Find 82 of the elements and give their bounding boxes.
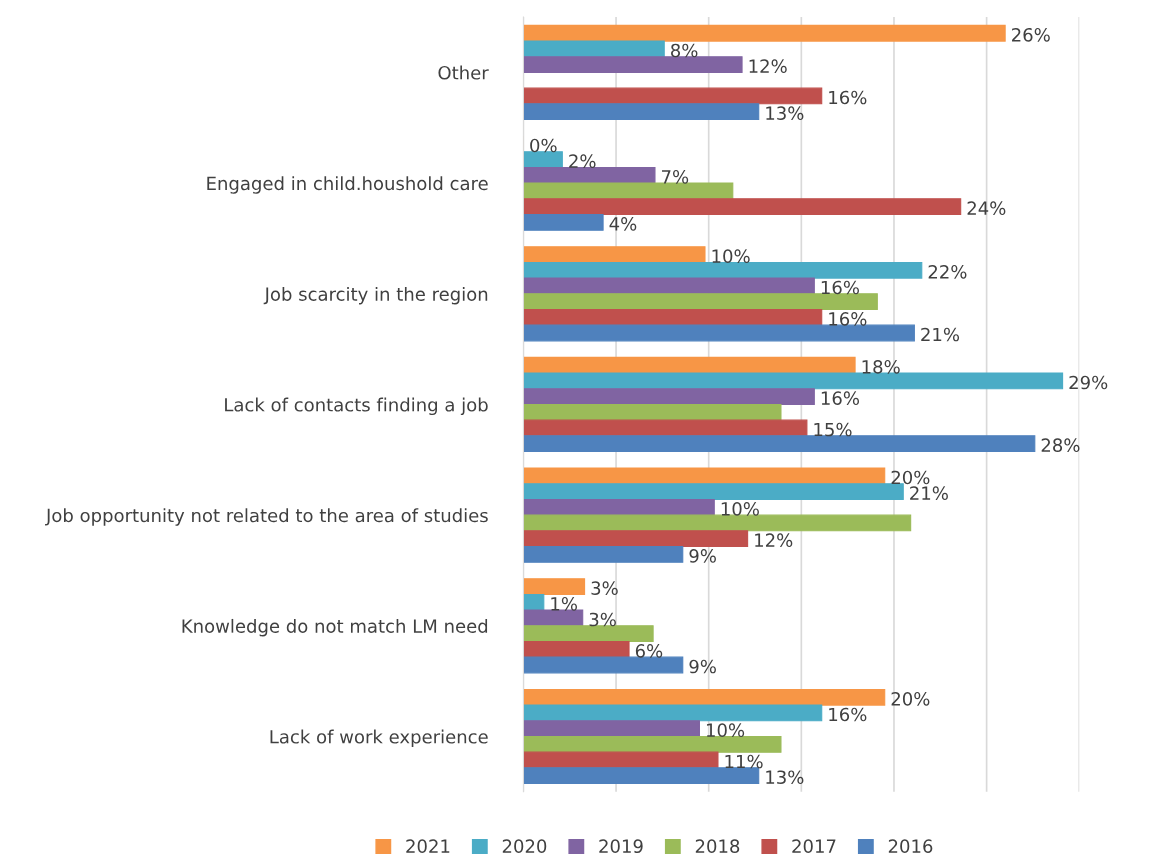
- data-label: 18%: [862, 359, 900, 374]
- bar: [523, 704, 823, 722]
- data-label: 9%: [689, 549, 716, 563]
- data-label: 4%: [609, 217, 637, 231]
- data-label: 16%: [821, 280, 859, 295]
- bar: [523, 198, 962, 216]
- data-label: 20%: [891, 470, 930, 485]
- legend-label: 2016: [888, 839, 933, 854]
- bar: [523, 656, 684, 674]
- data-label: 12%: [749, 59, 787, 73]
- data-label: 2%: [569, 154, 596, 168]
- data-label: 3%: [589, 612, 616, 627]
- bar: [523, 640, 630, 658]
- y-tick-label: Lack of work experience: [270, 729, 488, 748]
- data-label: 21%: [910, 486, 948, 500]
- bar: [523, 720, 700, 738]
- bar: [523, 751, 719, 769]
- data-label: 8%: [671, 43, 698, 58]
- data-label: 12%: [755, 533, 793, 548]
- data-label: 22%: [928, 264, 967, 279]
- data-label: 1%: [551, 597, 577, 611]
- y-tick-label: Job opportunity not related to the area of studies: [45, 508, 488, 526]
- data-label: 10%: [721, 502, 759, 516]
- bar: [523, 735, 782, 753]
- data-label: 21%: [921, 327, 960, 342]
- y-tick-label: Job scarcity in the region: [263, 286, 488, 305]
- bar: [523, 261, 923, 279]
- bar: [523, 767, 760, 785]
- bar: [523, 435, 1036, 453]
- data-label: 15%: [814, 422, 852, 437]
- bar: [523, 625, 654, 643]
- data-label: 20%: [891, 691, 930, 706]
- data-label: 24%: [967, 201, 1006, 216]
- bar: [523, 182, 734, 200]
- data-label: 9%: [689, 659, 716, 674]
- y-tick-label: Lack of contacts finding a job: [225, 397, 488, 416]
- bar: [523, 87, 823, 105]
- data-label: 11%: [725, 754, 763, 769]
- data-label: 13%: [766, 770, 804, 785]
- data-label: 7%: [662, 170, 689, 184]
- data-label: 10%: [706, 723, 745, 737]
- y-tick-label: Engaged in child.houshold care: [207, 176, 488, 194]
- data-label: 16%: [829, 90, 867, 105]
- legend-label: 2020: [502, 839, 547, 854]
- data-label: 26%: [1012, 27, 1050, 42]
- bar: [523, 151, 563, 168]
- bar: [523, 467, 886, 485]
- bar: [523, 24, 1006, 42]
- bar: [523, 213, 604, 231]
- bar: [523, 388, 815, 406]
- bar: [523, 483, 904, 501]
- legend-label: 2019: [599, 839, 643, 854]
- bar: [523, 609, 584, 627]
- data-label: 13%: [766, 106, 804, 121]
- bar: [523, 514, 912, 532]
- y-tick-label: Knowledge do not match LM need: [182, 618, 488, 637]
- bar: [523, 293, 878, 311]
- bar: [523, 103, 760, 121]
- data-label: 0%: [530, 138, 557, 153]
- bar: [523, 40, 665, 58]
- data-label: 6%: [635, 644, 663, 658]
- data-label: 10%: [712, 249, 750, 263]
- data-label: 28%: [1041, 438, 1080, 453]
- bar: [523, 419, 808, 437]
- data-label: 29%: [1069, 375, 1108, 390]
- bar: [523, 530, 749, 548]
- bar: [523, 246, 706, 263]
- legend-label: 2017: [792, 839, 836, 854]
- legend-label: 2021: [406, 839, 450, 854]
- bar: [523, 324, 915, 342]
- bar: [523, 56, 743, 74]
- data-label: 16%: [821, 391, 859, 405]
- bar: [523, 372, 1064, 390]
- bar: [523, 578, 586, 595]
- bar: [523, 277, 815, 295]
- legend-label: 2018: [695, 839, 740, 854]
- data-label: 3%: [591, 581, 618, 595]
- data-label: 16%: [829, 707, 867, 722]
- bar: [523, 545, 684, 563]
- data-label: 16%: [829, 312, 867, 326]
- y-tick-label: Other: [438, 65, 489, 80]
- bar: [523, 688, 886, 706]
